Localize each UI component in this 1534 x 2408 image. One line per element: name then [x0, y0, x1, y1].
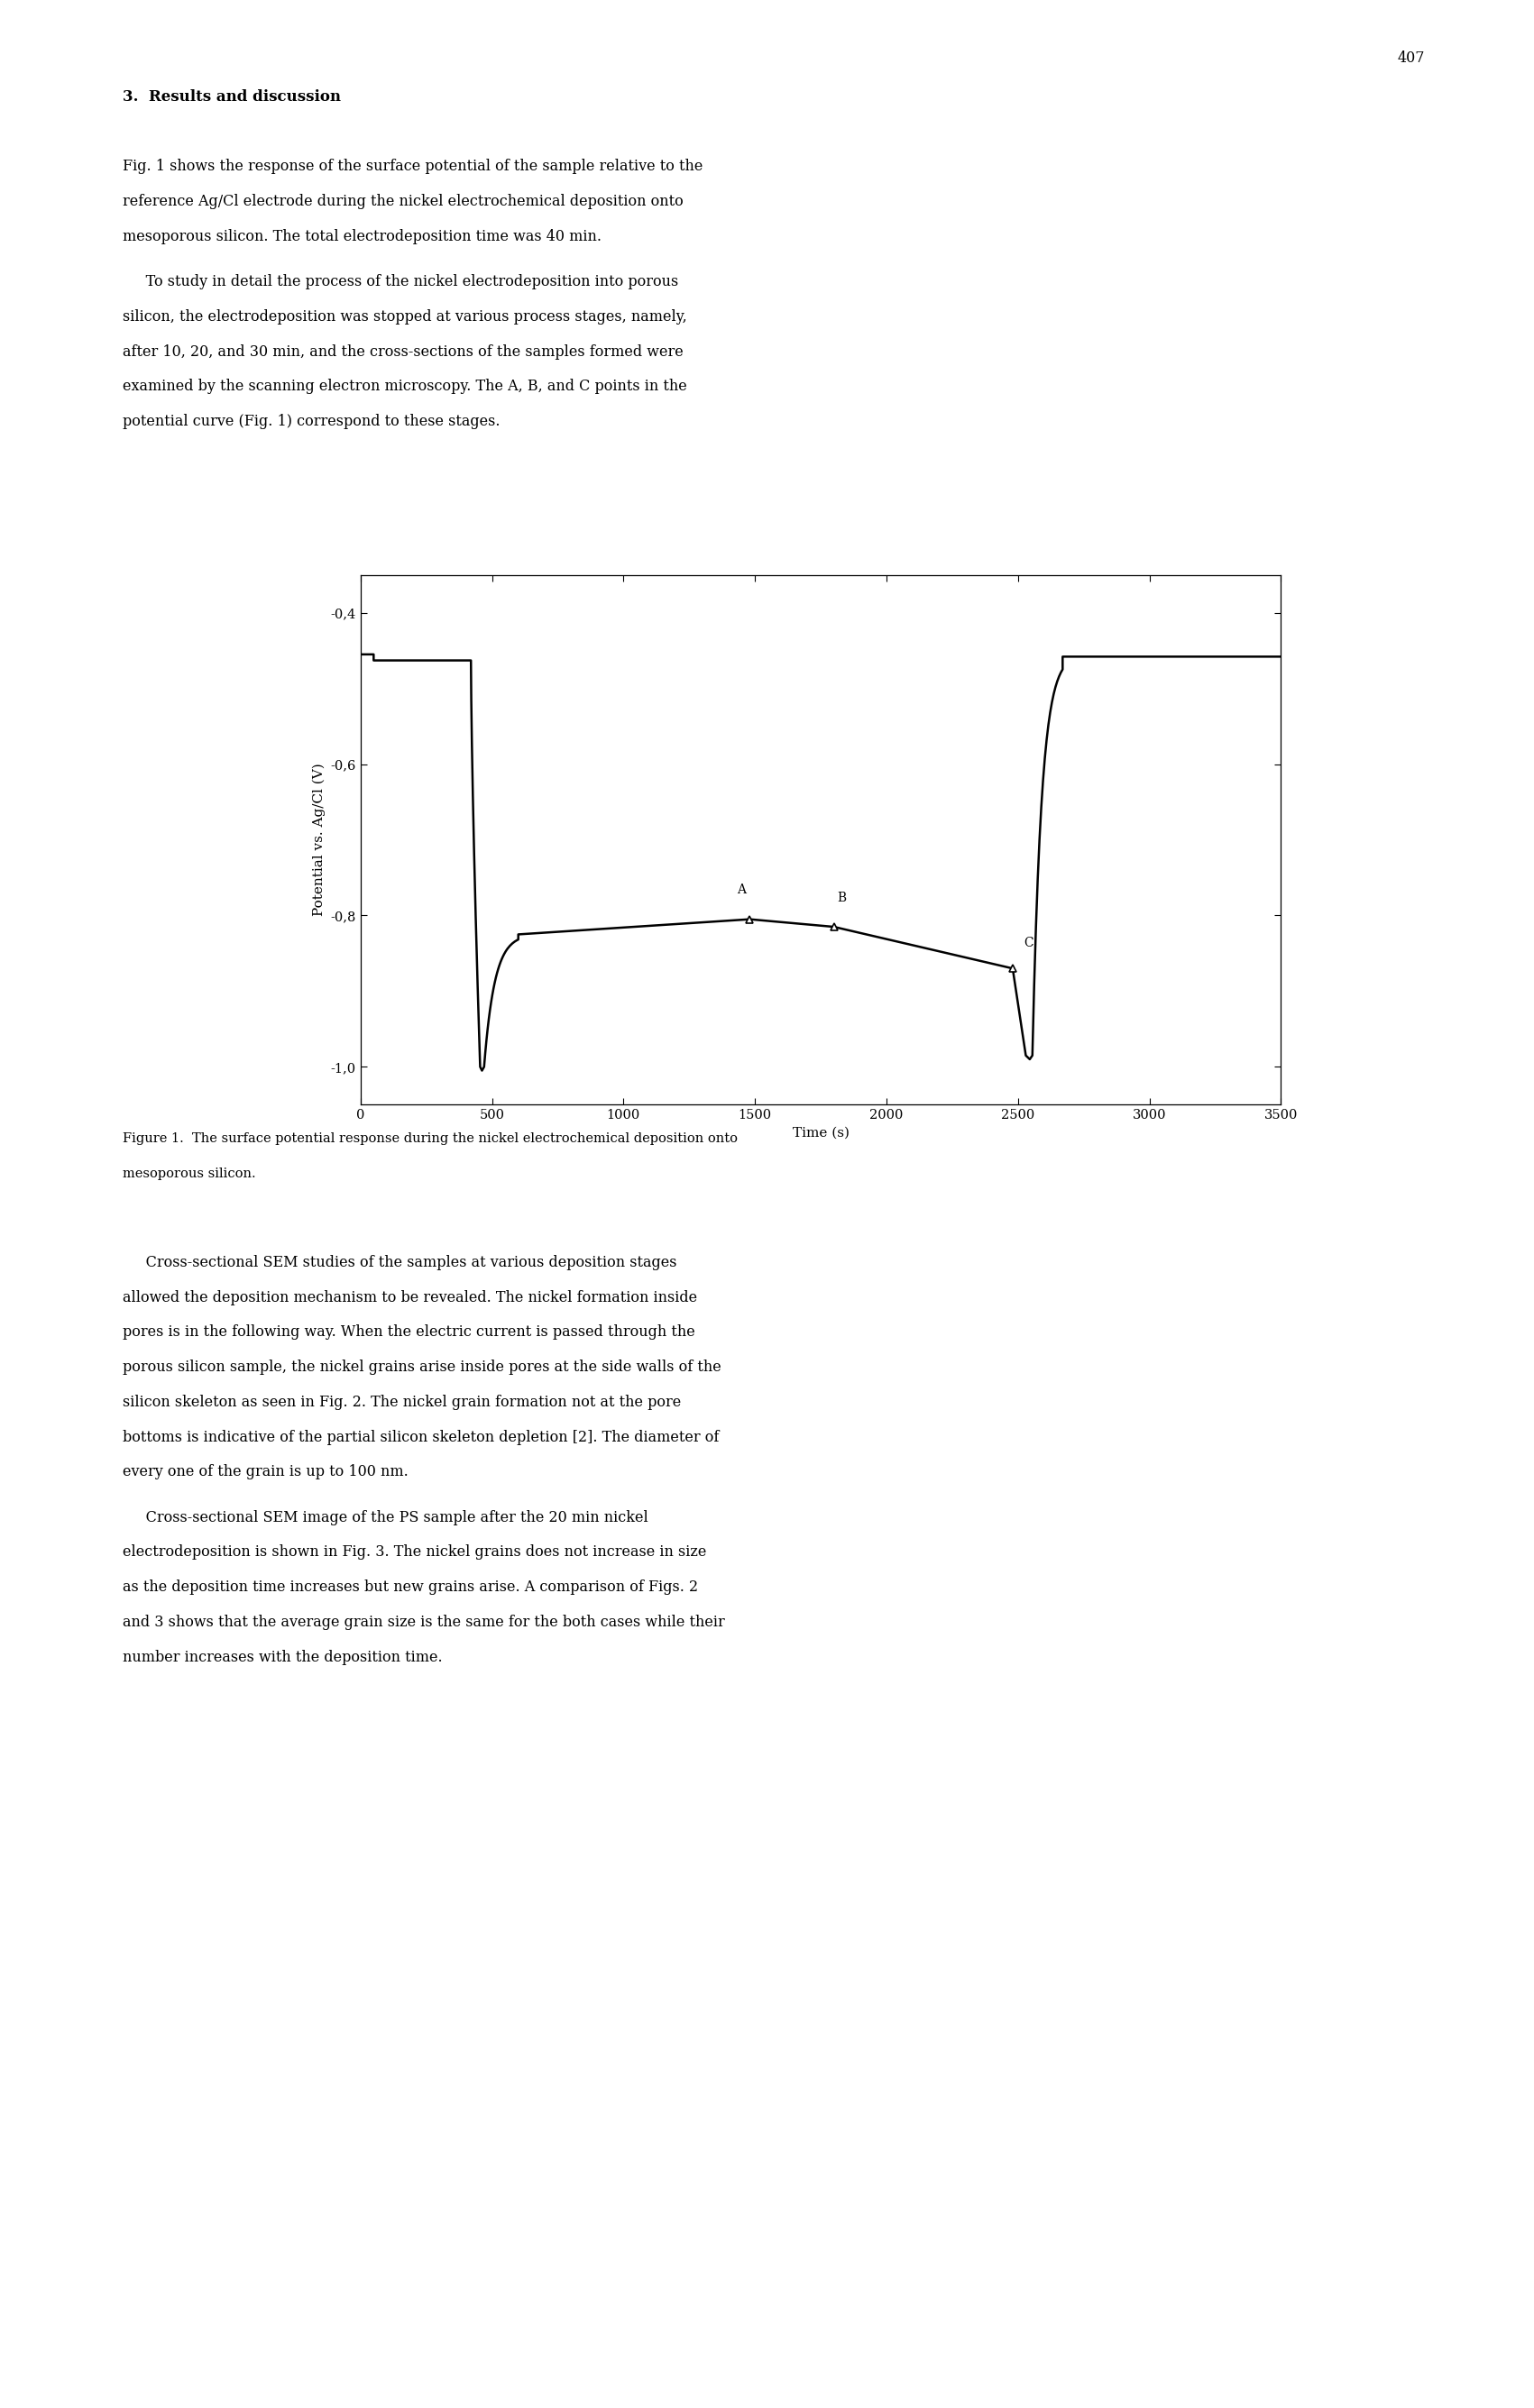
Text: Cross-sectional SEM image of the PS sample after the 20 min nickel: Cross-sectional SEM image of the PS samp… [123, 1510, 649, 1524]
Text: A: A [738, 884, 747, 896]
Text: examined by the scanning electron microscopy. The A, B, and C points in the: examined by the scanning electron micros… [123, 378, 687, 395]
Text: C: C [1023, 937, 1034, 949]
Text: pores is in the following way. When the electric current is passed through the: pores is in the following way. When the … [123, 1324, 695, 1339]
Text: Cross-sectional SEM studies of the samples at various deposition stages: Cross-sectional SEM studies of the sampl… [123, 1255, 676, 1269]
Text: bottoms is indicative of the partial silicon skeleton depletion [2]. The diamete: bottoms is indicative of the partial sil… [123, 1430, 719, 1445]
Text: silicon skeleton as seen in Fig. 2. The nickel grain formation not at the pore: silicon skeleton as seen in Fig. 2. The … [123, 1394, 681, 1409]
Text: B: B [838, 891, 847, 903]
Text: allowed the deposition mechanism to be revealed. The nickel formation inside: allowed the deposition mechanism to be r… [123, 1291, 698, 1305]
Text: silicon, the electrodeposition was stopped at various process stages, namely,: silicon, the electrodeposition was stopp… [123, 308, 687, 325]
Text: electrodeposition is shown in Fig. 3. The nickel grains does not increase in siz: electrodeposition is shown in Fig. 3. Th… [123, 1544, 707, 1560]
Text: 407: 407 [1397, 51, 1425, 65]
Text: number increases with the deposition time.: number increases with the deposition tim… [123, 1649, 442, 1664]
Text: Fig. 1 shows the response of the surface potential of the sample relative to the: Fig. 1 shows the response of the surface… [123, 159, 703, 173]
Text: 3.  Results and discussion: 3. Results and discussion [123, 89, 341, 104]
Text: after 10, 20, and 30 min, and the cross-sections of the samples formed were: after 10, 20, and 30 min, and the cross-… [123, 344, 684, 359]
Y-axis label: Potential vs. Ag/Cl (V): Potential vs. Ag/Cl (V) [313, 763, 325, 917]
Text: Figure 1.  The surface potential response during the nickel electrochemical depo: Figure 1. The surface potential response… [123, 1132, 738, 1146]
Text: and 3 shows that the average grain size is the same for the both cases while the: and 3 shows that the average grain size … [123, 1613, 726, 1630]
X-axis label: Time (s): Time (s) [792, 1127, 850, 1139]
Text: porous silicon sample, the nickel grains arise inside pores at the side walls of: porous silicon sample, the nickel grains… [123, 1361, 721, 1375]
Text: as the deposition time increases but new grains arise. A comparison of Figs. 2: as the deposition time increases but new… [123, 1580, 698, 1594]
Text: mesoporous silicon. The total electrodeposition time was 40 min.: mesoporous silicon. The total electrodep… [123, 229, 601, 243]
Text: potential curve (Fig. 1) correspond to these stages.: potential curve (Fig. 1) correspond to t… [123, 414, 500, 429]
Text: mesoporous silicon.: mesoporous silicon. [123, 1168, 256, 1180]
Text: reference Ag/Cl electrode during the nickel electrochemical deposition onto: reference Ag/Cl electrode during the nic… [123, 193, 684, 209]
Text: To study in detail the process of the nickel electrodeposition into porous: To study in detail the process of the ni… [123, 275, 678, 289]
Text: every one of the grain is up to 100 nm.: every one of the grain is up to 100 nm. [123, 1464, 408, 1479]
